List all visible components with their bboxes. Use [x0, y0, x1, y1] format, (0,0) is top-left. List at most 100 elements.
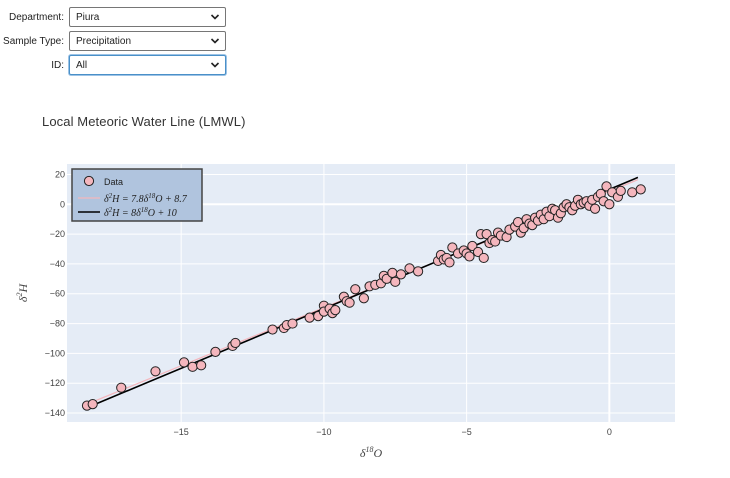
data-point	[187, 361, 198, 372]
data-point	[547, 203, 558, 214]
data-point	[524, 218, 535, 229]
data-point	[267, 324, 278, 335]
id-select[interactable]: All	[69, 55, 226, 75]
department-select[interactable]: Piura	[69, 7, 226, 27]
chevron-down-icon	[210, 62, 220, 68]
data-point	[287, 318, 298, 329]
data-point	[569, 200, 581, 211]
data-point	[281, 319, 292, 331]
department-filter: Department: Piura	[0, 6, 226, 28]
data-point	[438, 254, 449, 265]
data-point	[378, 270, 389, 281]
y-tick-label: −120	[45, 378, 65, 388]
data-point	[327, 308, 338, 319]
data-point	[550, 205, 561, 216]
data-point	[592, 191, 604, 202]
data-point	[304, 312, 315, 323]
data-point	[595, 188, 606, 199]
sample-type-label: Sample Type:	[3, 35, 64, 47]
data-point	[598, 196, 609, 207]
y-axis-label-sup: 2	[15, 293, 24, 297]
x-tick-label: −5	[461, 427, 471, 437]
y-axis-label-h: H	[16, 283, 30, 294]
data-point	[395, 269, 407, 280]
data-point	[541, 206, 552, 217]
data-point	[612, 191, 624, 202]
data-point	[381, 273, 392, 284]
data-point	[452, 248, 464, 259]
y-tick-label: −80	[50, 319, 65, 329]
department-value: Piura	[76, 11, 100, 23]
y-tick-label: −60	[50, 289, 65, 299]
data-point	[518, 223, 529, 234]
data-point	[364, 281, 375, 292]
data-point	[178, 357, 190, 368]
legend-label-gmwl: δ2H = 8δ18O + 10	[104, 206, 177, 219]
data-point	[484, 237, 495, 249]
data-point	[412, 266, 424, 277]
data-point	[358, 293, 369, 304]
data-point	[432, 255, 444, 267]
data-point	[601, 181, 612, 192]
data-point	[535, 209, 546, 220]
data-point	[512, 217, 524, 228]
sample-type-select[interactable]: Precipitation	[69, 31, 226, 51]
y-tick-label: −140	[45, 408, 65, 418]
data-point	[604, 199, 615, 210]
legend-marker-data	[83, 175, 95, 187]
data-point	[521, 214, 532, 225]
data-point	[572, 194, 584, 205]
data-point	[589, 203, 601, 214]
data-point	[492, 227, 504, 238]
data-point	[495, 230, 506, 241]
data-point	[538, 214, 549, 225]
data-point	[464, 251, 475, 262]
y-axis-label-delta: δ	[16, 296, 30, 302]
data-point	[481, 228, 492, 240]
data-point	[555, 208, 566, 219]
data-point	[461, 248, 472, 259]
data-point	[350, 284, 361, 295]
data-point	[370, 279, 381, 290]
y-tick-label: −40	[50, 259, 65, 269]
legend-label-lmwl: δ2H = 7.8δ18O + 8.7	[104, 192, 188, 205]
data-point	[87, 399, 98, 410]
id-value: All	[76, 59, 88, 71]
x-tick-label: −10	[316, 427, 331, 437]
data-point	[458, 245, 469, 256]
data-point	[375, 278, 387, 289]
zero-lines	[67, 164, 675, 422]
gmwl-line	[83, 176, 639, 410]
grid-lines	[67, 164, 675, 422]
id-label: ID:	[51, 59, 64, 71]
data-point	[230, 337, 241, 349]
data-point	[441, 252, 452, 264]
sample-type-filter: Sample Type: Precipitation	[0, 30, 226, 52]
data-point	[581, 196, 592, 207]
data-point	[501, 231, 512, 243]
data-point	[313, 311, 324, 322]
data-point	[404, 263, 415, 274]
lmwl-line	[83, 179, 639, 406]
y-tick-label: 0	[60, 199, 65, 209]
data-point	[532, 215, 544, 226]
data-point	[615, 185, 626, 196]
y-tick-label: 20	[55, 169, 65, 179]
data-point	[81, 400, 93, 411]
data-point	[435, 249, 447, 261]
data-point	[278, 322, 290, 334]
x-axis-label-o: O	[373, 446, 382, 460]
data-point	[627, 187, 638, 198]
data-point	[447, 242, 458, 253]
x-tick-label: 0	[607, 427, 612, 437]
data-point	[475, 228, 486, 240]
x-axis-label-delta: δ	[360, 446, 366, 460]
data-point	[116, 382, 127, 393]
data-point	[444, 257, 455, 268]
data-point	[575, 199, 586, 210]
data-point	[587, 194, 598, 205]
data-point	[530, 212, 541, 223]
data-point	[324, 303, 335, 314]
data-point	[390, 276, 401, 287]
